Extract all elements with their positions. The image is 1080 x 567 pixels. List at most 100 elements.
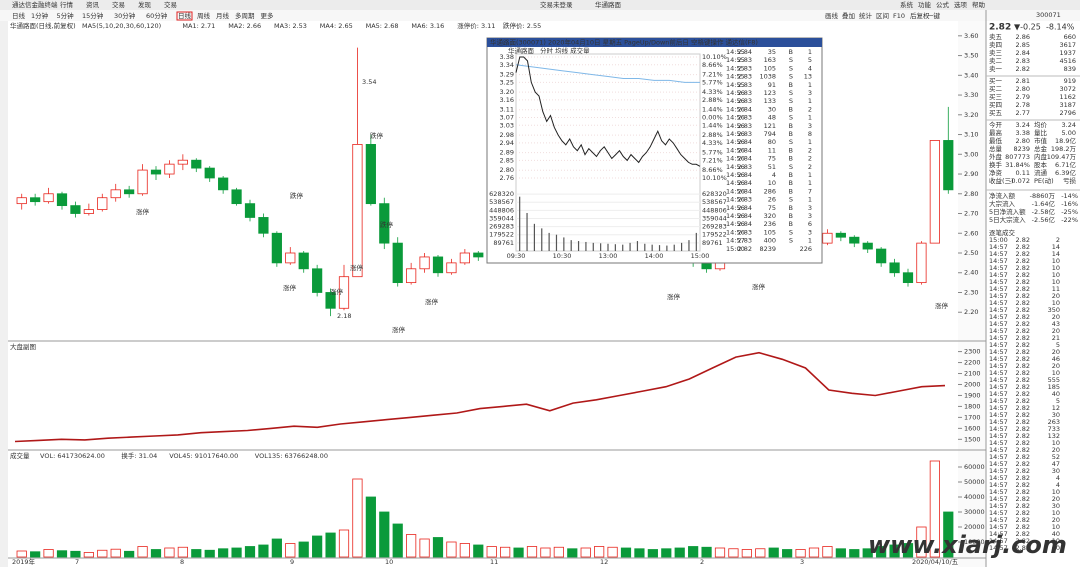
ticks-title: 逐笔成交 — [989, 228, 1016, 237]
tick-time: 14:57 — [989, 418, 1008, 426]
ask-price: 2.86 — [1016, 33, 1030, 41]
menu-item[interactable]: 选项 — [954, 0, 968, 9]
period-tab[interactable]: 30分钟 — [114, 11, 136, 20]
bid-label: 买三 — [989, 93, 1003, 101]
menu-item[interactable]: 功能 — [918, 0, 932, 9]
y-tick-label: 2.89 — [500, 149, 514, 157]
menu-item[interactable]: 发现 — [138, 0, 152, 9]
menu-item[interactable]: 公式 — [936, 0, 950, 9]
period-tab[interactable]: 日线 — [178, 11, 192, 20]
tick-price: 2.82 — [1016, 397, 1030, 405]
tick-volume: 46 — [1052, 355, 1060, 363]
title-bar — [0, 0, 1080, 10]
trade-cell: 14:56 — [726, 220, 745, 228]
candle-body — [110, 189, 121, 199]
tool-button[interactable]: 统计 — [859, 11, 873, 20]
period-tab[interactable]: 60分钟 — [146, 11, 168, 20]
intraday-popup: 华通路面(300071) 2020年04月10日 星期五 PageUp/Down… — [486, 37, 823, 264]
ask-label: 卖一 — [989, 65, 1003, 73]
tick-price: 2.82 — [1016, 537, 1030, 545]
period-tab[interactable]: 日线 — [12, 11, 26, 20]
volume-bar — [164, 547, 175, 558]
tool-button[interactable]: F10 — [893, 12, 905, 20]
menu-item[interactable]: 资讯 — [86, 0, 100, 9]
date-label: 9 — [290, 558, 294, 566]
volume-bar — [285, 543, 296, 558]
volume-bar — [620, 547, 632, 558]
stat-cell: 3.24 — [1016, 121, 1030, 129]
flow-value: -2.58亿 — [1032, 207, 1056, 216]
tick-time: 14:57 — [989, 411, 1008, 419]
volume-bar — [379, 511, 390, 558]
tick-volume: 20 — [1052, 348, 1060, 356]
volume-bar — [755, 548, 766, 558]
flow-pct: -16% — [1061, 200, 1078, 208]
period-tab[interactable]: 5分钟 — [57, 11, 75, 20]
trade-cell: 14:56 — [726, 212, 745, 220]
trade-cell: 2.84 — [738, 212, 752, 220]
volume-bar — [580, 547, 591, 558]
annotation: 3.54 — [362, 78, 376, 86]
annotation: 涨停 — [752, 282, 766, 291]
trade-cell: B — [789, 130, 793, 138]
y-tick-label: 2200 — [964, 359, 981, 367]
tick-price: 2.82 — [1016, 418, 1030, 426]
volume-bar — [30, 551, 41, 558]
bid-volume: 3187 — [1059, 101, 1076, 109]
menu-item[interactable]: 行情 — [60, 0, 74, 9]
tool-button[interactable]: 叠加 — [842, 11, 855, 20]
candle-body — [150, 169, 162, 175]
ask-volume: 3617 — [1059, 41, 1076, 49]
trade-cell: 14:56 — [726, 146, 745, 154]
pct-label: 7.21% — [702, 71, 723, 79]
period-tab[interactable]: 更多 — [261, 11, 275, 20]
menu-item[interactable]: 系统 — [900, 0, 914, 9]
bid-volume: 1162 — [1059, 93, 1076, 101]
tick-volume: 10 — [1052, 439, 1060, 447]
annotation: 涨停 — [935, 301, 949, 310]
tool-button[interactable]: 区间 — [876, 12, 889, 20]
bid-volume: 919 — [1064, 77, 1076, 85]
period-tab[interactable]: 15分钟 — [82, 11, 104, 20]
trade-cell: B — [789, 171, 793, 179]
ma-legend: MA4: 2.65 — [320, 22, 353, 30]
trade-cell: 6 — [808, 220, 812, 228]
period-tab[interactable]: 多周期 — [235, 11, 255, 20]
candle-body — [271, 232, 282, 264]
trade-cell: B — [789, 105, 793, 113]
pct-label: 0.00% — [702, 114, 723, 122]
tick-price: 2.82 — [1016, 271, 1030, 279]
volume-bar — [567, 548, 578, 558]
stat-cell: 收益(三) — [989, 176, 1014, 185]
period-tab[interactable]: 周线 — [197, 11, 211, 20]
bid-volume: 2796 — [1059, 109, 1076, 117]
trade-cell: 3 — [808, 89, 812, 97]
candle-body — [244, 203, 256, 218]
trade-cell: 14:55 — [726, 48, 745, 56]
tick-time: 14:57 — [989, 250, 1008, 258]
index-line — [14, 351, 946, 443]
tick-price: 2.82 — [1016, 327, 1030, 335]
average-line — [515, 64, 700, 83]
tool-button[interactable]: 后复权 — [910, 11, 930, 20]
ma-legend: 涨停价: 3.11 — [457, 21, 495, 30]
tick-price: 2.82 — [1016, 292, 1030, 300]
menu-item[interactable]: 帮助 — [972, 0, 986, 9]
tick-price: 2.82 — [1016, 432, 1030, 440]
trade-cell: B — [789, 155, 793, 163]
tool-button[interactable]: 一键 — [927, 11, 941, 20]
trade-cell: 2.83 — [738, 114, 752, 122]
period-tab[interactable]: 1分钟 — [31, 11, 49, 20]
stat-cell: 净资 — [989, 168, 1003, 177]
volume-bar — [218, 548, 229, 558]
menu-item[interactable]: 交易 — [112, 0, 125, 9]
candle-body — [835, 232, 846, 238]
menu-item[interactable]: 交易 — [164, 0, 177, 9]
ask-price: 2.83 — [1016, 57, 1030, 65]
tool-button[interactable]: 画线 — [825, 11, 839, 20]
period-tab[interactable]: 月线 — [216, 11, 230, 20]
tick-volume: 350 — [1048, 306, 1060, 314]
annotation: 涨停 — [392, 325, 406, 334]
volume-bar — [728, 548, 739, 558]
y-tick-label: 2.40 — [964, 269, 978, 277]
